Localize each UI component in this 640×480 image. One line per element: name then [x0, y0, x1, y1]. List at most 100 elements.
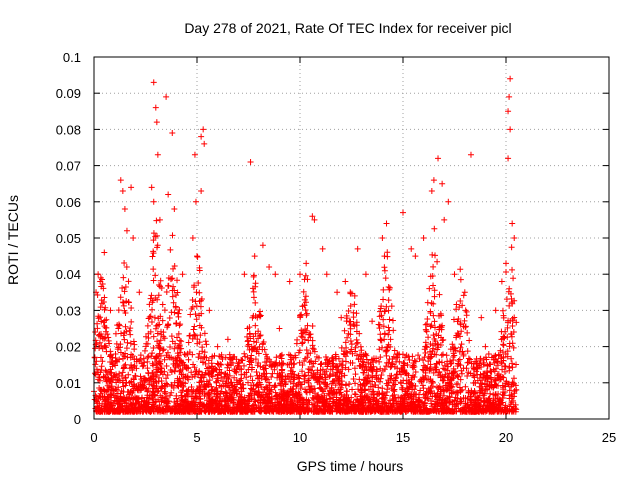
data-point	[511, 235, 518, 241]
data-point	[319, 245, 326, 252]
data-point	[309, 401, 316, 408]
data-point	[214, 375, 221, 382]
x-tick-label: 20	[499, 430, 513, 445]
data-point	[171, 309, 178, 316]
data-point	[170, 299, 177, 306]
data-point	[361, 376, 368, 383]
data-point	[509, 220, 516, 227]
data-point	[108, 383, 115, 390]
data-point	[396, 368, 403, 375]
y-tick-label: 0.06	[56, 195, 81, 210]
data-point	[447, 360, 454, 367]
data-point	[190, 326, 197, 333]
data-point	[445, 363, 452, 370]
data-point	[161, 389, 168, 396]
data-point	[326, 391, 333, 398]
data-point	[150, 344, 157, 351]
data-point	[341, 372, 348, 379]
data-point	[250, 288, 257, 295]
data-point	[503, 269, 510, 276]
data-point	[429, 347, 436, 354]
data-point	[169, 293, 176, 300]
data-point	[477, 371, 484, 378]
data-point	[371, 391, 378, 398]
data-point	[127, 331, 134, 338]
data-point	[419, 382, 426, 389]
data-point	[299, 368, 306, 375]
data-point	[149, 395, 156, 402]
data-point	[137, 356, 144, 363]
data-point	[379, 385, 386, 392]
data-point	[408, 395, 415, 402]
data-point	[338, 344, 345, 351]
data-point	[95, 315, 102, 322]
data-point	[500, 342, 507, 349]
data-point	[148, 353, 155, 360]
data-point	[146, 381, 153, 388]
data-point	[439, 180, 446, 187]
data-point	[380, 296, 387, 303]
data-point	[200, 126, 207, 133]
data-point	[248, 366, 255, 373]
data-point	[122, 375, 129, 382]
data-point	[299, 361, 306, 368]
data-point	[202, 360, 209, 367]
data-point	[197, 355, 204, 362]
data-point	[255, 360, 262, 367]
data-point	[276, 325, 283, 332]
data-point	[242, 353, 249, 360]
data-point	[351, 301, 358, 308]
data-point	[244, 333, 251, 340]
y-tick-label: 0.05	[56, 231, 81, 246]
data-point	[167, 246, 174, 253]
data-point	[427, 354, 434, 361]
data-point	[293, 340, 300, 347]
data-point	[103, 348, 110, 355]
data-point	[259, 242, 266, 249]
data-point	[188, 305, 195, 312]
data-point	[99, 358, 106, 365]
data-point	[189, 374, 196, 381]
data-point	[385, 324, 392, 331]
data-point	[150, 266, 157, 273]
data-point	[197, 303, 204, 310]
data-point	[149, 306, 156, 313]
data-point	[173, 395, 180, 402]
data-point	[356, 376, 363, 383]
chart-title: Day 278 of 2021, Rate Of TEC Index for r…	[184, 20, 511, 36]
data-point	[353, 319, 360, 326]
data-point	[342, 364, 349, 371]
data-point	[487, 361, 494, 368]
data-point	[492, 307, 499, 314]
data-point	[349, 386, 356, 393]
data-point	[201, 140, 208, 147]
data-point	[382, 275, 389, 282]
data-point	[480, 403, 487, 410]
data-point	[148, 292, 155, 299]
y-tick-label: 0.02	[56, 340, 81, 355]
data-point	[449, 341, 456, 348]
data-point	[144, 322, 151, 329]
data-point	[196, 322, 203, 329]
data-point	[132, 373, 139, 380]
data-point	[152, 104, 159, 111]
data-point	[171, 368, 178, 375]
data-point	[252, 356, 259, 363]
data-point	[205, 370, 212, 377]
data-point	[375, 384, 382, 391]
data-point	[506, 93, 513, 100]
data-point	[226, 367, 233, 374]
data-point	[360, 369, 367, 376]
data-point	[465, 359, 472, 366]
data-point	[399, 351, 406, 358]
data-point	[122, 382, 129, 389]
data-point	[336, 380, 343, 387]
data-point	[440, 351, 447, 358]
data-point	[510, 344, 517, 351]
data-point	[137, 352, 144, 359]
data-point	[102, 367, 109, 374]
data-point	[185, 339, 192, 346]
data-point	[352, 380, 359, 387]
data-point	[170, 356, 177, 363]
